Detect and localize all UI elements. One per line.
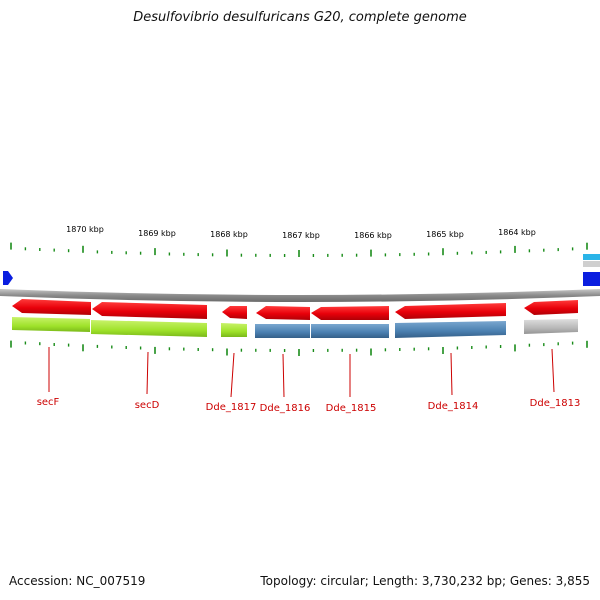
class-bar-Dde_1814 xyxy=(395,321,506,338)
ruler-label-1865: 1865 kbp xyxy=(426,230,464,239)
gene-arrow-secF xyxy=(12,299,91,315)
gene-arrow-Dde_1815 xyxy=(311,306,389,320)
partial-block-right-cyan xyxy=(583,254,600,260)
genome-backbone xyxy=(0,289,600,302)
class-bar-secD xyxy=(91,320,207,337)
gene-label-Dde_1813: Dde_1813 xyxy=(530,398,581,409)
gene-arrow-Dde_1814 xyxy=(395,303,506,319)
ruler-label-1870: 1870 kbp xyxy=(66,225,104,234)
partial-block-right-gray xyxy=(583,261,600,267)
gene-label-secD: secD xyxy=(135,400,160,411)
gene-arrow-Dde_1816 xyxy=(256,306,310,320)
ruler-label-1866: 1866 kbp xyxy=(354,231,392,240)
class-bar-Dde_1813 xyxy=(524,319,578,334)
ruler-ticks-top xyxy=(10,242,588,257)
gene-label-Dde_1815: Dde_1815 xyxy=(326,403,377,414)
partial-block-right-blue xyxy=(583,272,600,286)
leader-line-Dde_1816 xyxy=(282,353,285,398)
leader-line-Dde_1814 xyxy=(450,352,453,396)
gene-label-Dde_1814: Dde_1814 xyxy=(428,401,479,412)
class-bar-Dde_1816 xyxy=(255,324,310,338)
ruler-label-1864: 1864 kbp xyxy=(498,228,536,237)
gene-label-secF: secF xyxy=(37,397,60,408)
ruler-ticks-bottom xyxy=(10,340,588,356)
gene-label-Dde_1816: Dde_1816 xyxy=(260,403,311,414)
class-bar-secF xyxy=(12,317,90,332)
topology-text: Topology: circular; Length: 3,730,232 bp… xyxy=(260,574,590,588)
class-bar-Dde_1817 xyxy=(221,323,247,337)
ruler-label-1868: 1868 kbp xyxy=(210,230,248,239)
gene-arrow-Dde_1817 xyxy=(222,306,247,319)
gene-label-Dde_1817: Dde_1817 xyxy=(206,402,257,413)
partial-arrow-left xyxy=(3,271,13,285)
gene-arrow-secD xyxy=(92,302,207,319)
leader-line-Dde_1817 xyxy=(230,352,235,398)
class-bar-Dde_1815 xyxy=(311,324,389,338)
gene-arrow-Dde_1813 xyxy=(524,300,578,315)
leader-line-Dde_1813 xyxy=(551,348,555,393)
accession-text: Accession: NC_007519 xyxy=(9,574,146,588)
leader-line-secD xyxy=(146,351,149,395)
ruler-label-1867: 1867 kbp xyxy=(282,231,320,240)
ruler-label-1869: 1869 kbp xyxy=(138,229,176,238)
genome-title: Desulfovibrio desulfuricans G20, complet… xyxy=(133,10,467,25)
